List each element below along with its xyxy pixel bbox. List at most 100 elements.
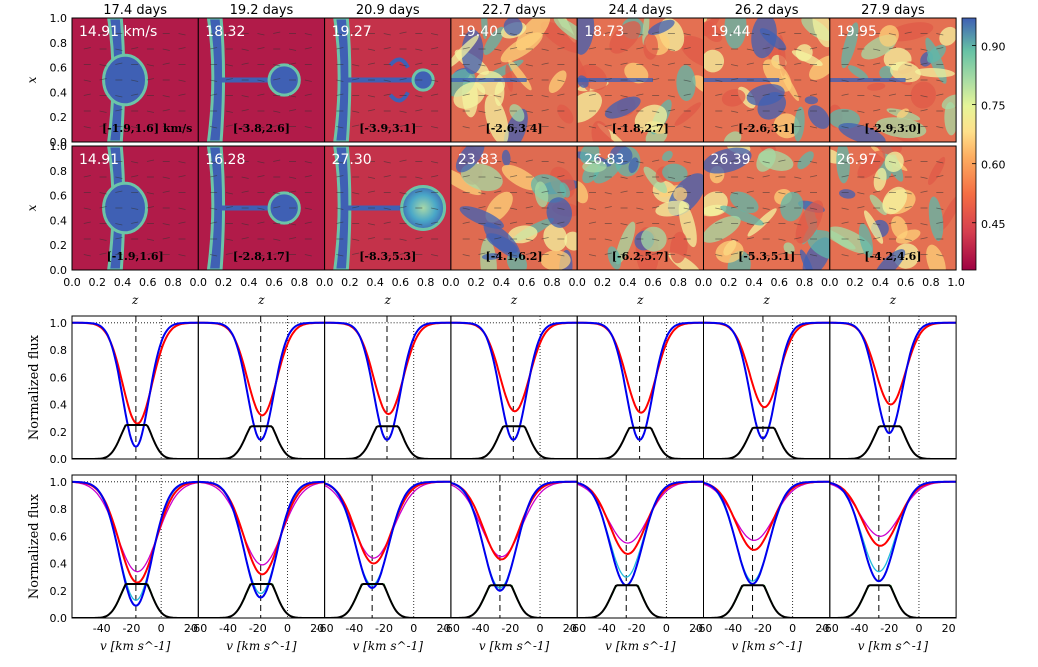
velocity-arrow — [652, 192, 660, 195]
velocity-arrow — [541, 190, 549, 193]
velocity-arrow — [525, 124, 533, 127]
velocity-arrow — [210, 33, 218, 36]
velocity-arrow — [794, 48, 802, 51]
cyan-series-line — [324, 481, 451, 586]
x-axis-label: z — [257, 293, 265, 307]
magenta-series-line — [703, 481, 830, 542]
velocity-arrow — [131, 161, 139, 164]
velocity-arrow — [652, 238, 660, 241]
velocity-arrow — [620, 190, 628, 193]
turbulent-blob — [703, 49, 725, 73]
velocity-arrow — [494, 62, 502, 65]
velocity-arrow — [715, 175, 723, 178]
x-tick-label: -20 — [375, 622, 393, 635]
velocity-arrow — [257, 126, 265, 129]
turbulent-blob — [580, 146, 600, 165]
turbulent-blob — [759, 28, 787, 51]
velocity-arrow — [557, 33, 565, 36]
velocity-arrow — [588, 47, 597, 50]
velocity-arrow — [288, 109, 297, 112]
spectrum-content — [829, 316, 957, 459]
blue-series-line — [703, 480, 830, 586]
velocity-arrow — [162, 223, 170, 226]
x-tick-label: 0.6 — [897, 276, 915, 289]
spectrum-panel — [829, 315, 957, 460]
velocity-arrow — [146, 192, 155, 195]
velocity-arrow — [431, 93, 439, 96]
velocity-arrow — [715, 207, 723, 210]
velocity-arrow — [746, 223, 754, 226]
black-series-line — [198, 583, 325, 618]
velocity-arrow — [399, 124, 407, 127]
velocity-arrow — [557, 254, 565, 257]
map-panel: 19.95 [-2.9,3.0] — [829, 17, 957, 143]
velocity-arrow — [841, 207, 849, 210]
turbulent-blob — [797, 151, 814, 170]
velocity-arrow — [636, 254, 644, 257]
y-tick-label: 0.4 — [50, 558, 68, 571]
velocity-arrow — [257, 79, 265, 82]
range-label: [-1.9,1.6] km/s — [102, 122, 192, 135]
velocity-arrow — [557, 221, 565, 224]
velocity-arrow — [873, 237, 881, 240]
x-axis-label: z — [384, 293, 392, 307]
velocity-arrow — [383, 33, 391, 36]
red-series-line — [450, 480, 578, 561]
velocity-arrow — [336, 161, 344, 164]
velocity-arrow — [557, 207, 565, 210]
x-tick-label: 0.8 — [796, 276, 814, 289]
turbulent-blob — [582, 160, 607, 173]
velocity-arrow — [746, 62, 754, 65]
velocity-arrow — [667, 109, 676, 112]
velocity-arrow — [652, 64, 660, 67]
velocity-arrow — [936, 33, 944, 36]
velocity-arrow — [715, 33, 723, 36]
velocity-arrow — [715, 126, 723, 129]
velocity-arrow — [431, 221, 439, 224]
velocity-arrow — [841, 79, 849, 82]
velocity-arrow — [478, 192, 486, 195]
velocity-arrow — [652, 110, 660, 113]
velocity-arrow — [604, 110, 612, 113]
magenta-series-line — [450, 481, 578, 558]
map-content — [829, 18, 957, 142]
turbulent-blob — [780, 191, 804, 222]
velocity-arrow — [131, 93, 139, 96]
velocity-arrow — [241, 95, 249, 98]
turbulent-blob — [928, 196, 944, 242]
velocity-arrow — [273, 252, 281, 255]
turbulent-blob — [557, 104, 574, 124]
roll-up — [388, 57, 410, 69]
velocity-arrow — [809, 221, 818, 224]
velocity-arrow — [904, 206, 912, 209]
velocity-arrow — [162, 48, 170, 51]
velocity-arrow — [762, 33, 770, 36]
range-label: [-1.8,2.7] — [612, 122, 669, 135]
turbulent-blob — [503, 18, 523, 36]
velocity-arrow — [809, 47, 818, 50]
colorbar-bar — [961, 17, 977, 271]
turbulent-blob — [703, 147, 752, 174]
velocity-arrow — [146, 206, 155, 209]
velocity-arrow — [667, 190, 676, 193]
velocity-arrow — [762, 254, 770, 257]
velocity-arrow — [241, 190, 249, 193]
x-tick-label: 0 — [284, 622, 291, 635]
velocity-arrow — [873, 223, 881, 226]
turbulent-blob — [944, 102, 957, 136]
velocity-arrow — [146, 124, 155, 127]
turbulent-blob — [703, 21, 723, 43]
black-series-line — [198, 425, 325, 459]
velocity-arrow — [131, 79, 139, 82]
velocity-arrow — [509, 207, 518, 210]
velocity-arrow — [162, 95, 170, 98]
velocity-arrow — [683, 79, 691, 82]
velocity-arrow — [257, 207, 265, 210]
velocity-arrow — [336, 93, 344, 96]
velocity-arrow — [509, 79, 518, 82]
velocity-arrow — [478, 252, 486, 255]
red-series-line — [703, 480, 830, 551]
blue-series-line — [577, 480, 704, 587]
map-frame — [829, 17, 957, 143]
velocity-arrow — [399, 206, 407, 209]
